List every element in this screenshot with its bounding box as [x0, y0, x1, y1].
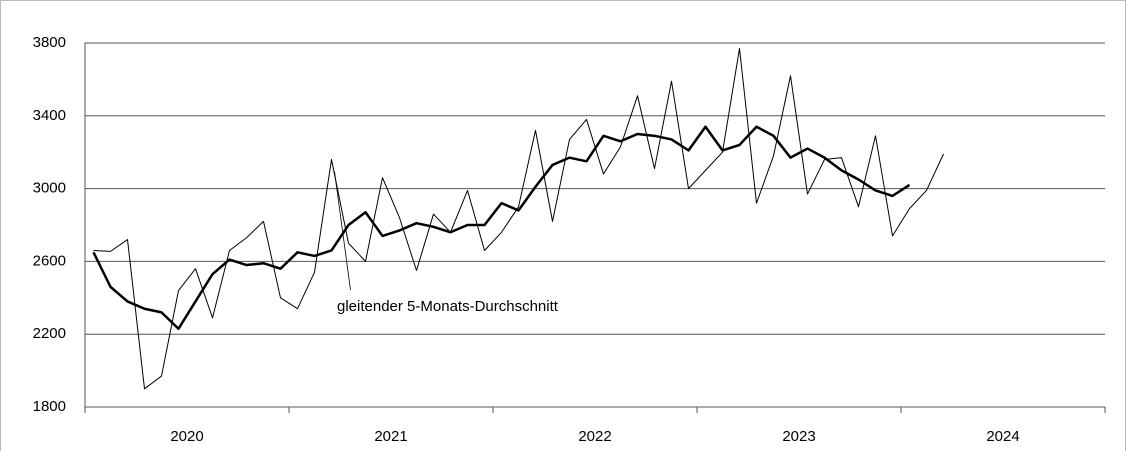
x-group-label: 2022	[578, 428, 611, 445]
y-tick-label: 3000	[33, 180, 66, 197]
annotation-leader	[334, 171, 351, 291]
y-tick-label: 2600	[33, 252, 66, 269]
x-group-label: 2020	[170, 428, 203, 445]
y-tick-label: 1800	[33, 398, 66, 415]
y-tick-label: 2200	[33, 325, 66, 342]
x-group-label: 2024	[986, 428, 1019, 445]
x-group-label: 2023	[782, 428, 815, 445]
annotation: gleitender 5-Monats-Durchschnitt	[337, 298, 559, 315]
x-group-label: 2021	[374, 428, 407, 445]
y-tick-label: 3400	[33, 107, 66, 124]
y-tick-label: 3800	[33, 34, 66, 51]
series-line	[92, 125, 911, 330]
series-line	[93, 47, 944, 390]
